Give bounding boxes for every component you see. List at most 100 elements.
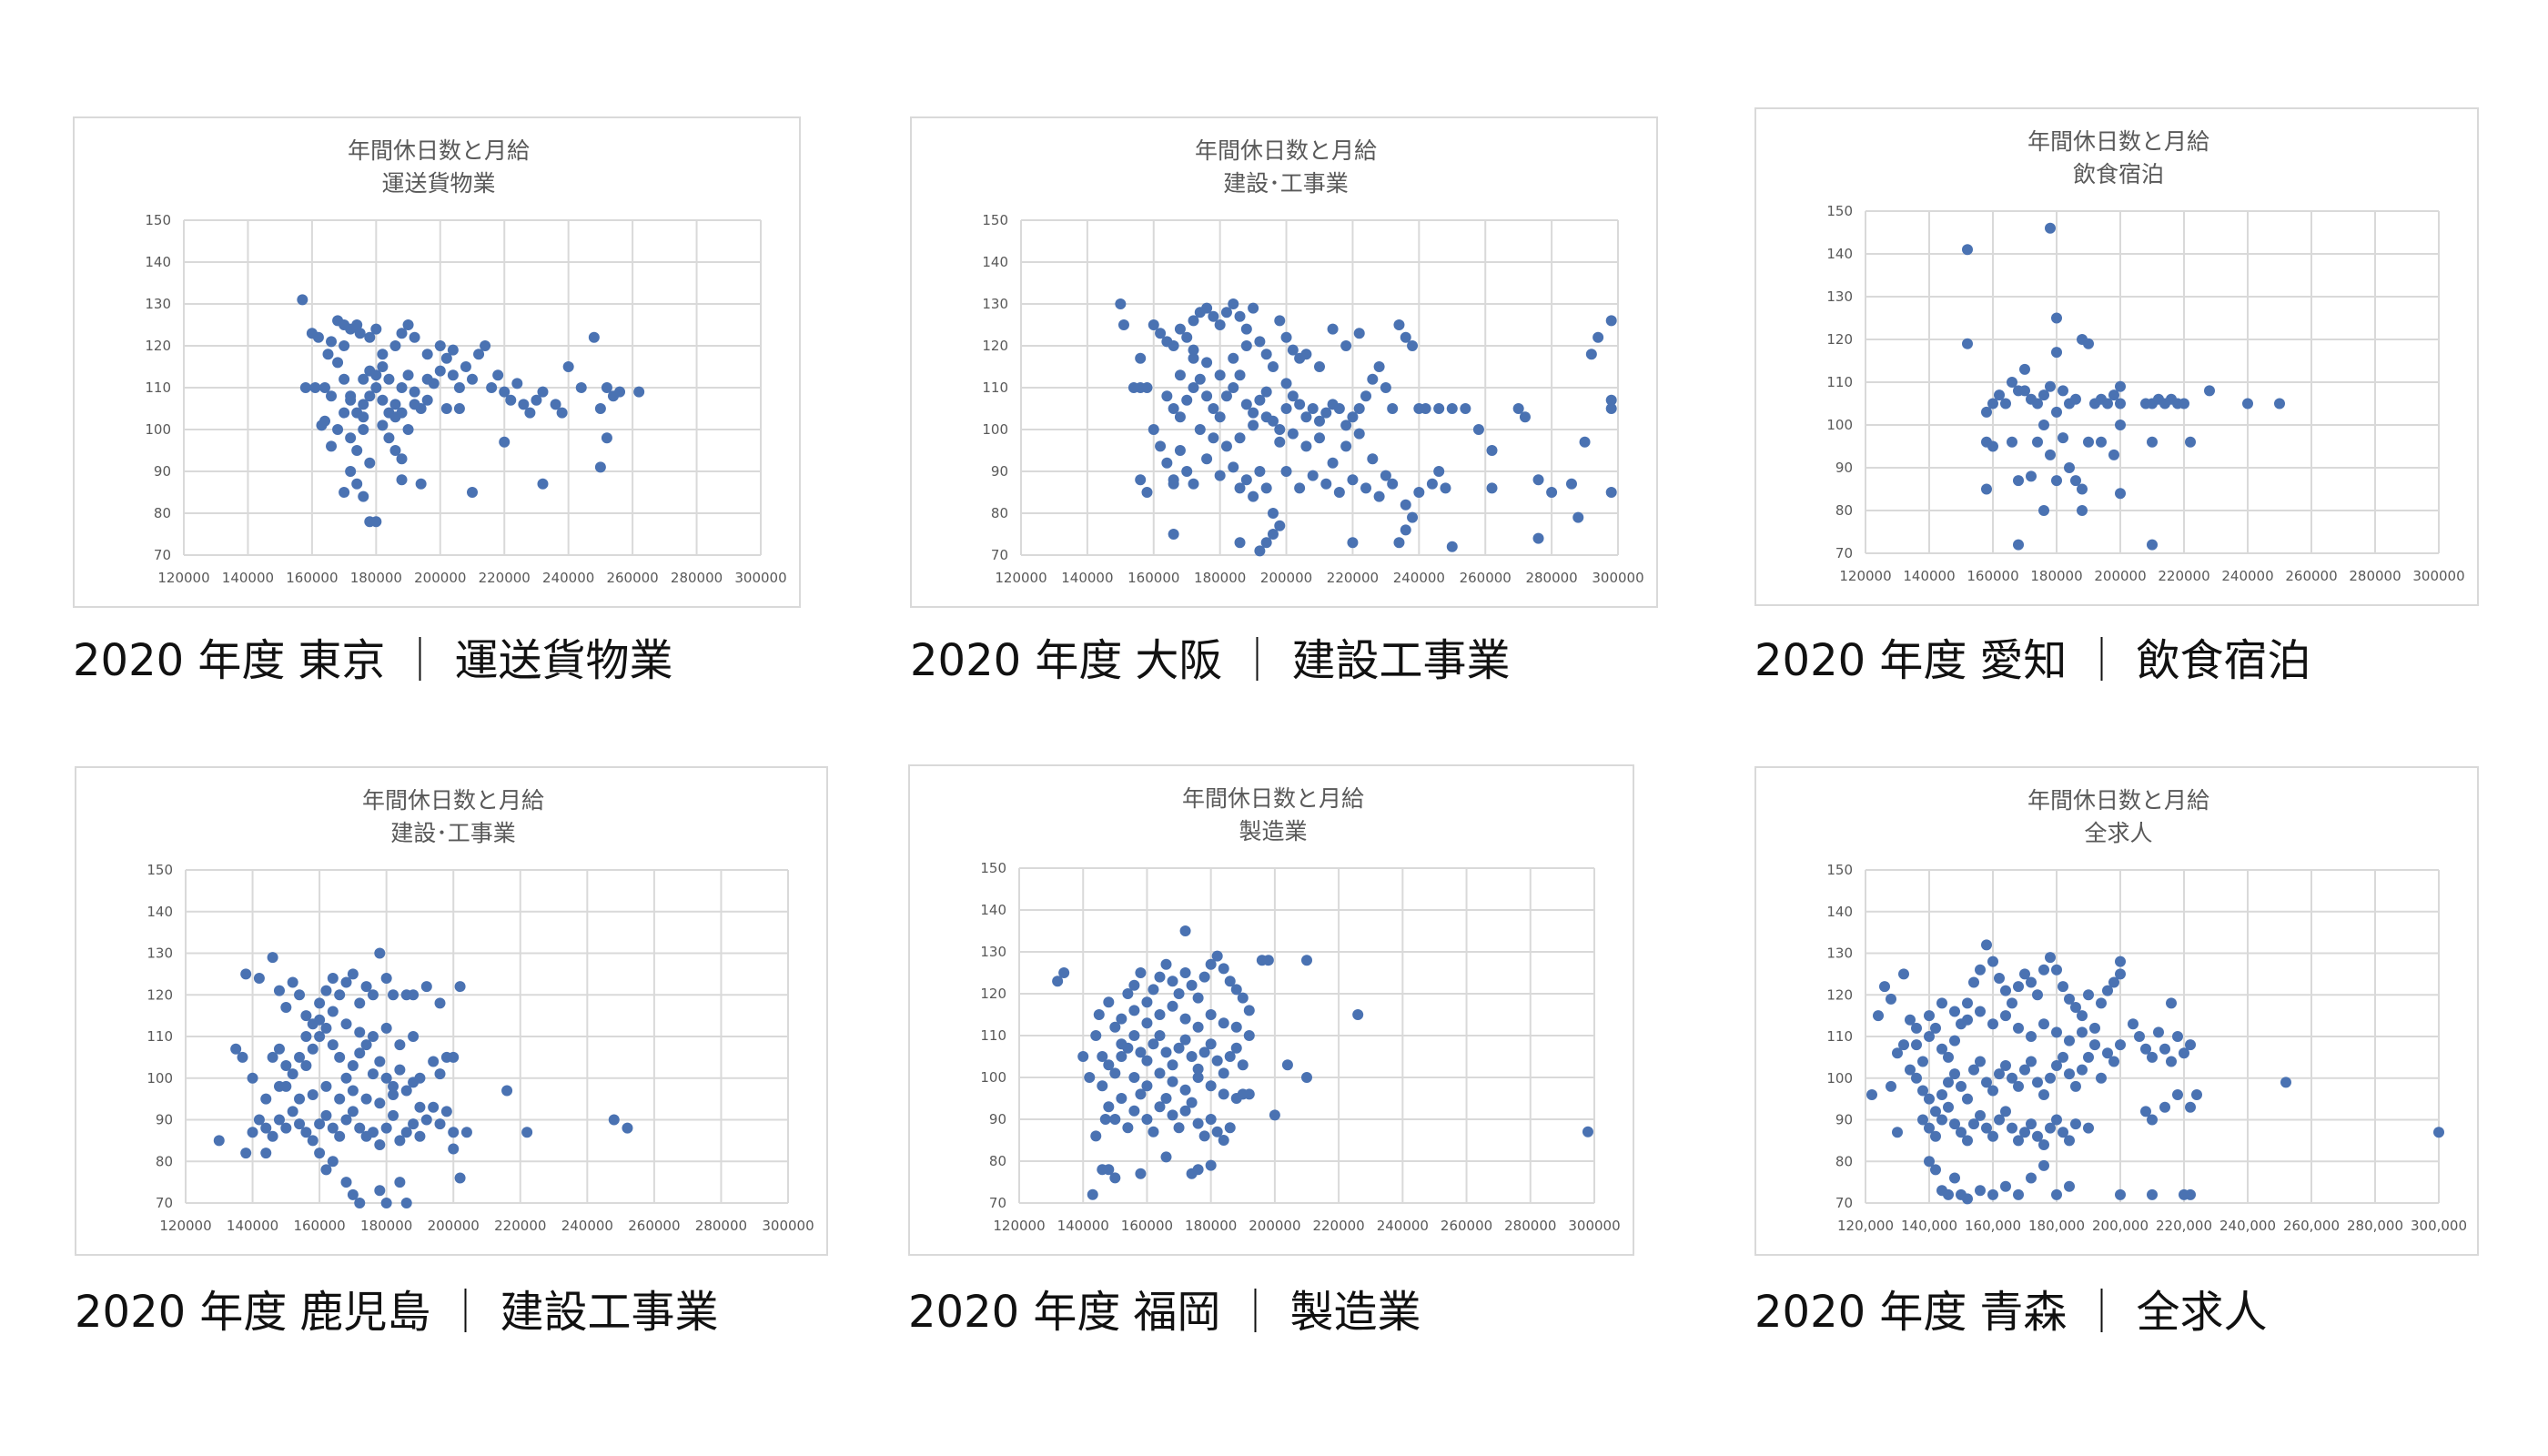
data-point (367, 989, 379, 1001)
data-point (2058, 385, 2068, 397)
data-point (1240, 340, 1252, 351)
data-point (2013, 981, 2024, 993)
data-point (1267, 361, 1279, 372)
data-point (421, 394, 433, 406)
data-point (2000, 398, 2011, 410)
data-point (389, 445, 401, 456)
data-point (1173, 988, 1185, 999)
data-point (360, 981, 372, 993)
chart-caption: 2020 年度 愛知｜飲食宿泊 (1754, 624, 2323, 688)
data-point (1301, 1072, 1312, 1083)
data-point (297, 294, 308, 306)
data-point (1433, 403, 1445, 414)
data-point (1135, 352, 1147, 364)
y-tick-label: 110 (980, 1027, 1006, 1044)
data-point (2051, 475, 2062, 487)
data-point (2140, 1043, 2151, 1055)
data-point (1320, 478, 1332, 490)
y-tick-label: 80 (989, 1153, 1006, 1169)
data-point (428, 1056, 440, 1067)
chart-subtitle: 製造業 (1239, 818, 1307, 844)
data-point (1254, 466, 1266, 477)
data-point (1093, 1009, 1105, 1020)
chart-subtitle: 飲食宿泊 (2073, 161, 2164, 187)
data-point (1141, 382, 1153, 393)
data-point (1936, 1043, 1947, 1055)
data-point (414, 1130, 426, 1142)
data-point (434, 997, 446, 1009)
chart-caption: 2020 年度 大阪｜建設工事業 (910, 624, 1522, 688)
data-point (1116, 1093, 1127, 1104)
data-point (409, 331, 420, 343)
data-point (2102, 398, 2113, 410)
data-point (1230, 1042, 1242, 1054)
data-point (1400, 331, 1411, 343)
y-tick-label: 100 (145, 421, 171, 438)
chart-box: 年間休日数と月給 建設･工事業 70 80 90 100 110 120 130 140 150 12… (75, 766, 828, 1256)
data-point (1911, 1022, 1922, 1034)
data-point (1949, 1118, 1960, 1130)
y-tick-label: 70 (156, 1195, 173, 1211)
data-point (2064, 462, 2075, 473)
data-point (2147, 539, 2158, 551)
data-point (1128, 1105, 1140, 1117)
data-point (213, 1135, 225, 1147)
data-point (339, 487, 350, 498)
data-point (1174, 411, 1186, 423)
data-point (1532, 532, 1544, 544)
caption-region: 大阪 (1135, 635, 1223, 686)
x-tick-label: 140000 (1061, 570, 1113, 586)
data-point (2077, 505, 2088, 516)
y-tick-label: 150 (980, 860, 1006, 876)
x-tick-label: 160000 (293, 1218, 345, 1234)
data-point (2038, 1089, 2049, 1101)
data-point (2032, 1077, 2043, 1088)
data-point (260, 1122, 272, 1134)
data-point (300, 1060, 312, 1072)
x-tick-label: 260,000 (2283, 1218, 2340, 1234)
data-point (1181, 466, 1193, 477)
data-point (267, 1051, 278, 1063)
data-point (2013, 1135, 2024, 1147)
data-point (2013, 1022, 2024, 1034)
data-point (2185, 436, 2196, 448)
data-point (1218, 1067, 1229, 1079)
y-tick-label: 80 (156, 1153, 173, 1169)
data-point (467, 487, 478, 498)
data-point (230, 1043, 242, 1055)
data-point (415, 478, 427, 490)
chart-caption: 2020 年度 東京｜運送貨物業 (73, 624, 685, 688)
data-point (1103, 1101, 1115, 1113)
caption-industry: 製造業 (1289, 1287, 1421, 1338)
data-point (354, 1198, 366, 1208)
data-point (273, 1043, 285, 1055)
data-point (1168, 529, 1179, 540)
data-point (2007, 377, 2017, 388)
data-point (1353, 328, 1365, 339)
data-point (1192, 1164, 1204, 1176)
data-point (345, 466, 357, 477)
data-point (1168, 478, 1179, 490)
data-point (1975, 964, 1986, 976)
data-point (2013, 1080, 2024, 1092)
data-point (1220, 440, 1232, 452)
data-point (2000, 1180, 2011, 1192)
data-point (1949, 1006, 1960, 1017)
data-point (1981, 1122, 1992, 1134)
data-point (388, 1080, 399, 1092)
data-point (1116, 1013, 1127, 1025)
data-point (334, 989, 346, 1001)
data-point (358, 399, 369, 410)
data-point (1987, 440, 1998, 452)
data-point (320, 985, 332, 996)
data-point (1866, 1089, 1877, 1101)
y-tick-label: 110 (1826, 1028, 1853, 1045)
data-point (2051, 406, 2062, 418)
data-point (1949, 1035, 1960, 1046)
data-point (440, 352, 452, 364)
data-point (367, 1068, 379, 1080)
data-point (400, 1085, 412, 1097)
data-point (1879, 981, 1890, 993)
data-point (1917, 1085, 1928, 1097)
data-point (1174, 323, 1186, 335)
